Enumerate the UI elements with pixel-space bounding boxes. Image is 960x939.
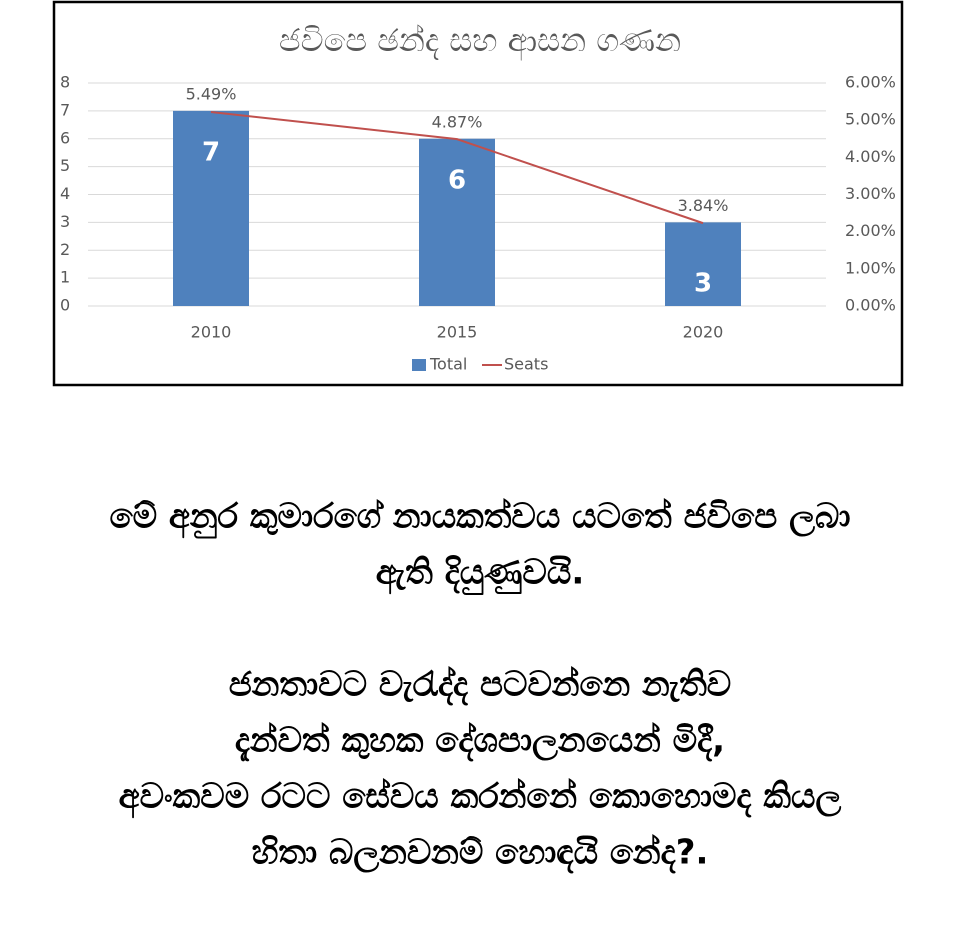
- x-tick-label: 2015: [437, 323, 478, 342]
- y-tick-label: 2: [60, 240, 70, 259]
- caption: මේ අනුර කුමාරගේ නායකත්වය යටතේ ජවිපෙ ලබා ඇ…: [109, 496, 850, 873]
- annotation: 3.84%: [678, 196, 729, 215]
- y2-tick-label: 3.00%: [845, 184, 896, 203]
- caption-line: හිතා බලනවනම් හොඳයි නේද?.: [252, 832, 709, 873]
- line: [210, 110, 704, 225]
- bar: [419, 138, 495, 306]
- bar-value-label: 7: [202, 137, 220, 167]
- legend-label: Seats: [504, 355, 548, 374]
- y2-tick-label: 0.00%: [845, 296, 896, 315]
- y-tick-label: 0: [60, 296, 70, 315]
- caption-line: මේ අනුර කුමාරගේ නායකත්වය යටතේ ජවිපෙ ලබා: [109, 496, 850, 538]
- caption-line: ඇති දියුණුවයි.: [376, 553, 585, 596]
- annotation: 5.49%: [186, 84, 237, 103]
- y-tick-label: 5: [60, 156, 70, 175]
- legend-label: Total: [429, 355, 467, 374]
- y2-tick-label: 6.00%: [845, 73, 896, 92]
- y-tick-label: 8: [60, 73, 70, 92]
- caption-line: අවංකවම රටට සේවය කරන්නේ කොහොමද කියල: [119, 776, 842, 818]
- y2-tick-label: 1.00%: [845, 258, 896, 277]
- caption-line: දැන්වත් කුහක දේශපාලනයෙන් මිදී,: [235, 720, 725, 761]
- legend-swatch: [412, 359, 426, 371]
- y2-tick-label: 5.00%: [845, 110, 896, 129]
- y-tick-label: 6: [60, 128, 70, 147]
- annotation: 4.87%: [432, 112, 483, 131]
- y-tick-label: 1: [60, 268, 70, 287]
- bar-value-label: 6: [448, 165, 466, 195]
- y2-tick-label: 4.00%: [845, 147, 896, 166]
- chart-title: ජවිපෙ ඡන්ද සහ ආසන ගණන: [279, 21, 681, 61]
- y-tick-label: 7: [60, 100, 70, 119]
- bar: [665, 222, 741, 306]
- bar-value-label: 3: [694, 269, 712, 299]
- x-tick-label: 2010: [191, 323, 232, 342]
- y-tick-label: 4: [60, 184, 70, 203]
- bar: [173, 110, 249, 306]
- y-tick-label: 3: [60, 212, 70, 231]
- caption-line: ජනතාවට වැරැද්ද පටවන්නෙ නැතිව: [229, 664, 732, 705]
- x-tick-label: 2020: [683, 323, 724, 342]
- y2-tick-label: 2.00%: [845, 221, 896, 240]
